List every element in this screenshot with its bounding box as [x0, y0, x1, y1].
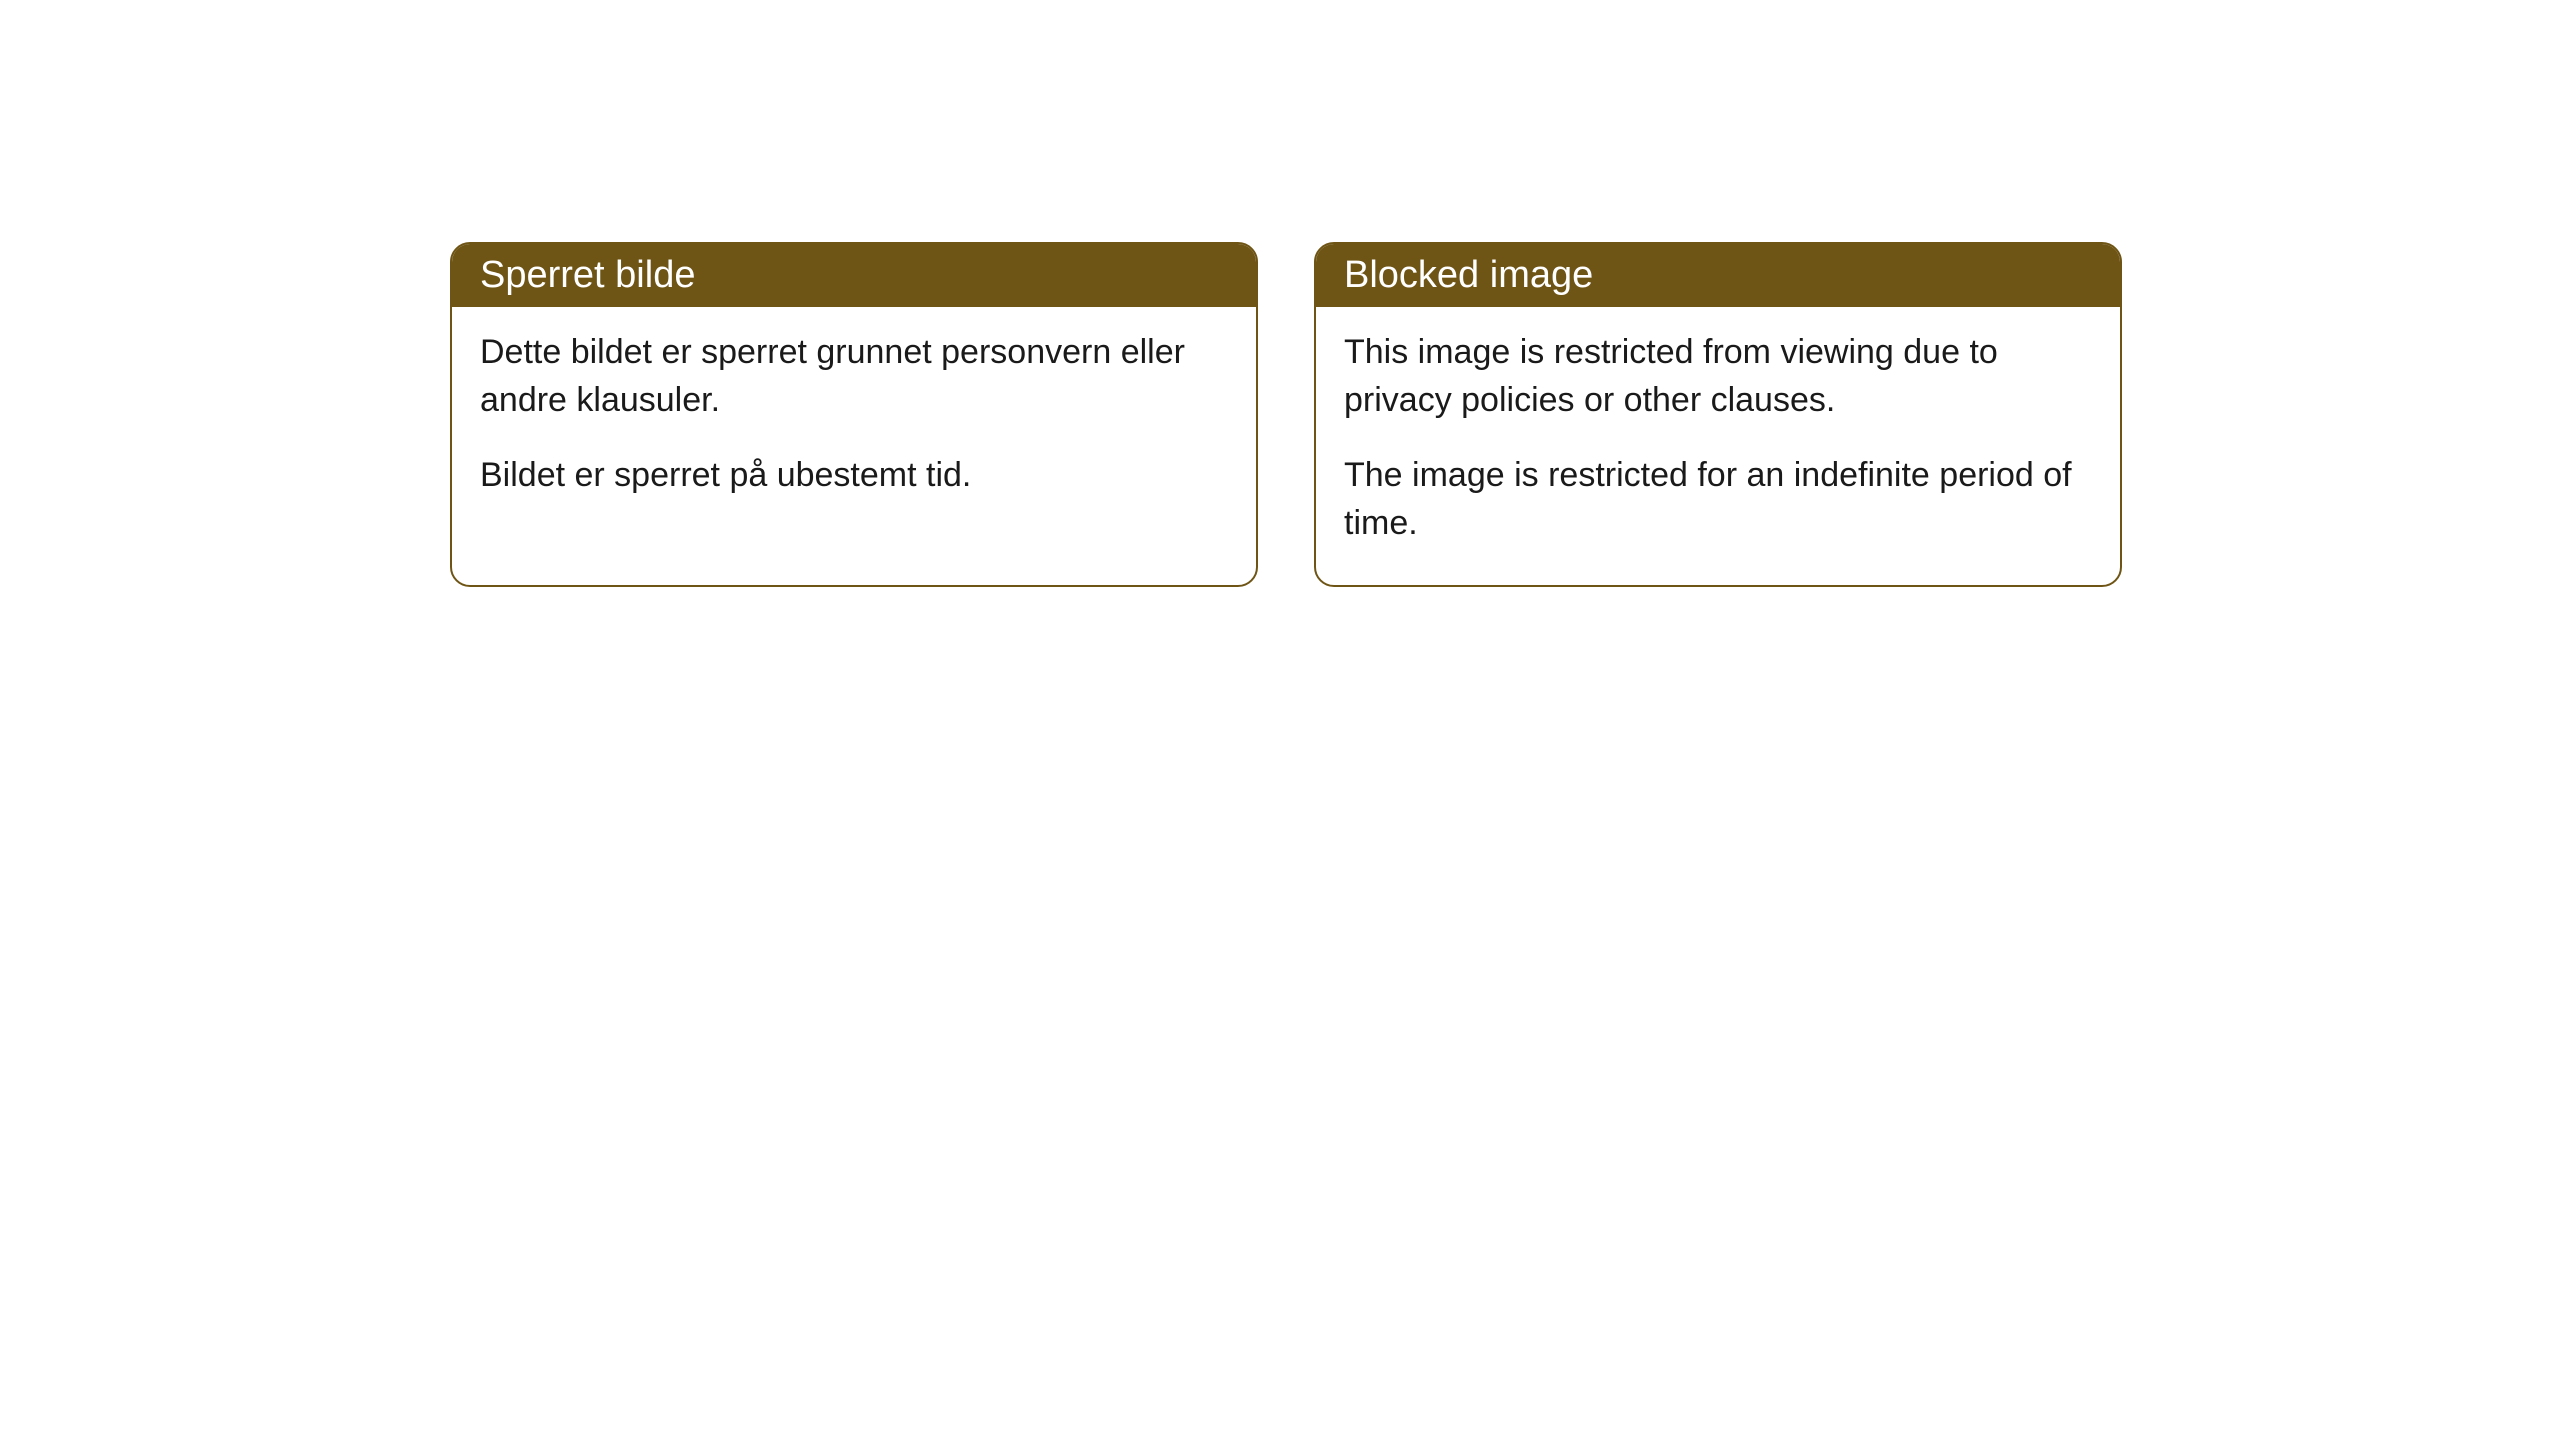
notice-card-header: Sperret bilde [452, 244, 1256, 307]
notice-card-body: Dette bildet er sperret grunnet personve… [452, 307, 1256, 538]
notice-card-norwegian: Sperret bilde Dette bildet er sperret gr… [450, 242, 1258, 587]
notice-card-title: Sperret bilde [480, 254, 695, 296]
notice-card-header: Blocked image [1316, 244, 2120, 307]
notice-card-paragraph: The image is restricted for an indefinit… [1344, 452, 2092, 547]
notice-card-body: This image is restricted from viewing du… [1316, 307, 2120, 585]
notice-card-paragraph: This image is restricted from viewing du… [1344, 329, 2092, 424]
notice-card-title: Blocked image [1344, 254, 1593, 296]
notice-card-paragraph: Dette bildet er sperret grunnet personve… [480, 329, 1228, 424]
notice-cards-container: Sperret bilde Dette bildet er sperret gr… [0, 0, 2560, 587]
notice-card-english: Blocked image This image is restricted f… [1314, 242, 2122, 587]
notice-card-paragraph: Bildet er sperret på ubestemt tid. [480, 452, 1228, 500]
